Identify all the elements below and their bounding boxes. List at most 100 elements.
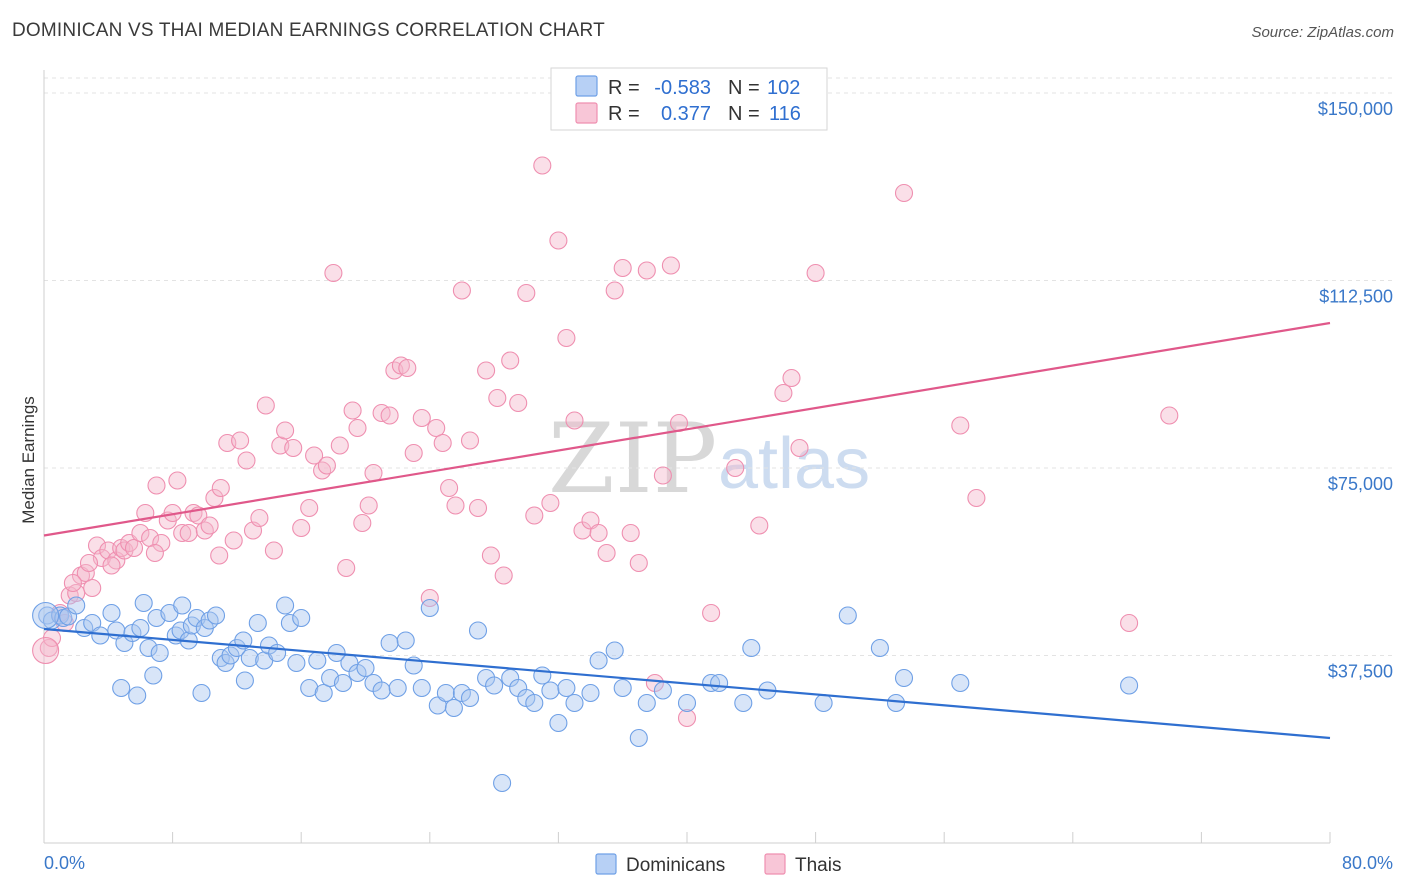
series-legend: Dominicans Thais [595, 853, 841, 876]
thai-point-76 [501, 351, 520, 370]
thai-point-103 [782, 368, 801, 388]
dominican-point-94 [894, 668, 914, 688]
thai-point-25 [173, 523, 192, 543]
dominican-point-50 [356, 658, 375, 678]
dominican-point-52 [372, 681, 391, 700]
dominican-point-83 [653, 681, 672, 700]
thai-point-113 [63, 573, 82, 593]
dominican-point-74 [549, 713, 568, 733]
dominican-point-60 [436, 683, 455, 703]
dominican-point-87 [734, 693, 753, 713]
thai-point-100 [726, 458, 745, 478]
thai-point-34 [224, 531, 243, 550]
legend-r-label-1: R = [608, 77, 640, 99]
dominican-point-101 [144, 666, 163, 685]
thai-point-0 [39, 638, 58, 658]
dominican-point-66 [485, 676, 504, 695]
thai-point-93 [637, 261, 656, 280]
legend-swatch-dominicans [575, 75, 598, 97]
thai-point-104 [790, 438, 809, 458]
dominican-point-31 [227, 638, 246, 658]
thai-point-7 [76, 563, 95, 583]
thai-point-40 [264, 541, 283, 560]
thai-point-74 [488, 388, 507, 408]
legend-n-label-1: N = [728, 77, 760, 99]
legend-n-label-2: N = [728, 103, 760, 125]
chart-source: Source: ZipAtlas.com [1251, 24, 1394, 41]
thai-point-65 [427, 418, 446, 438]
thai-point-56 [364, 463, 383, 483]
thai-point-cluster [32, 636, 60, 665]
dominican-point-84 [677, 693, 697, 713]
dominican-point-78 [589, 651, 608, 670]
bottom-legend-swatch-dominicans [595, 853, 617, 875]
thai-point-81 [541, 493, 560, 513]
bottom-legend-label-dominicans: Dominicans [626, 855, 725, 876]
thai-point-29 [195, 521, 214, 540]
thai-point-89 [605, 281, 624, 300]
bottom-legend-swatch-thais [764, 853, 786, 875]
thai-point-21 [152, 533, 171, 553]
dominican-point-41 [292, 608, 311, 628]
legend-swatch-thais [575, 102, 598, 124]
dominican-point-81 [629, 728, 648, 748]
watermark-zip: ZIP [548, 403, 717, 515]
dominican-point-75 [557, 678, 576, 698]
dominican-point-37 [268, 643, 287, 663]
thai-point-109 [1120, 613, 1139, 633]
y-tick-label-0: $37,500 [1328, 662, 1393, 682]
thai-point-51 [337, 558, 356, 578]
dominican-point-30 [221, 646, 240, 665]
dominican-point-67 [493, 773, 512, 793]
trend-line-thais [43, 321, 1331, 537]
thai-point-54 [353, 513, 372, 533]
thai-point-92 [629, 553, 648, 573]
dominican-point-34 [248, 613, 267, 633]
dominican-point-15 [139, 638, 158, 658]
thai-point-35 [231, 431, 250, 450]
legend-n-value-dominicans: 102 [767, 77, 800, 99]
dominican-point-42 [300, 678, 319, 698]
watermark-atlas: atlas [718, 424, 870, 504]
dominican-point-64 [468, 621, 488, 640]
dominican-point-88 [742, 638, 761, 658]
dominican-point-44 [314, 683, 333, 703]
thai-point-115 [102, 556, 121, 575]
dominican-point-5 [67, 596, 86, 615]
correlation-legend: R = -0.583 N = 102 R = 0.377 N = 116 [550, 67, 828, 131]
thai-point-87 [589, 523, 608, 543]
thai-point-83 [557, 328, 576, 348]
thai-point-53 [348, 418, 367, 438]
thai-point-36 [237, 451, 256, 470]
thai-point-24 [168, 471, 187, 490]
thai-point-20 [147, 476, 166, 495]
dominican-point-93 [886, 693, 906, 713]
thai-point-32 [211, 478, 230, 498]
dominican-point-79 [605, 641, 624, 660]
dominican-point-98 [112, 678, 131, 698]
thai-point-72 [477, 361, 496, 380]
thai-point-73 [481, 546, 500, 565]
thai-point-67 [440, 478, 459, 498]
thai-point-107 [951, 416, 970, 435]
thai-point-110 [1160, 406, 1179, 425]
dominican-point-80 [613, 678, 632, 698]
thai-point-66 [433, 433, 452, 453]
dominican-point-cluster [32, 601, 60, 630]
thai-point-49 [324, 263, 343, 283]
legend-n-value-thais: 116 [769, 103, 801, 125]
thai-point-64 [420, 588, 439, 608]
trend-lines [43, 321, 1331, 740]
dominican-point-17 [150, 643, 169, 663]
dominican-point-58 [420, 598, 439, 618]
thai-point-17 [131, 523, 150, 543]
dominican-point-13 [131, 618, 150, 638]
thai-point-50 [330, 436, 349, 455]
thai-point-88 [597, 543, 616, 563]
thai-point-75 [494, 566, 513, 585]
thai-point-90 [613, 258, 632, 278]
thai-point-78 [517, 283, 536, 303]
dominican-point-77 [581, 683, 600, 703]
dominican-point-9 [102, 603, 121, 623]
